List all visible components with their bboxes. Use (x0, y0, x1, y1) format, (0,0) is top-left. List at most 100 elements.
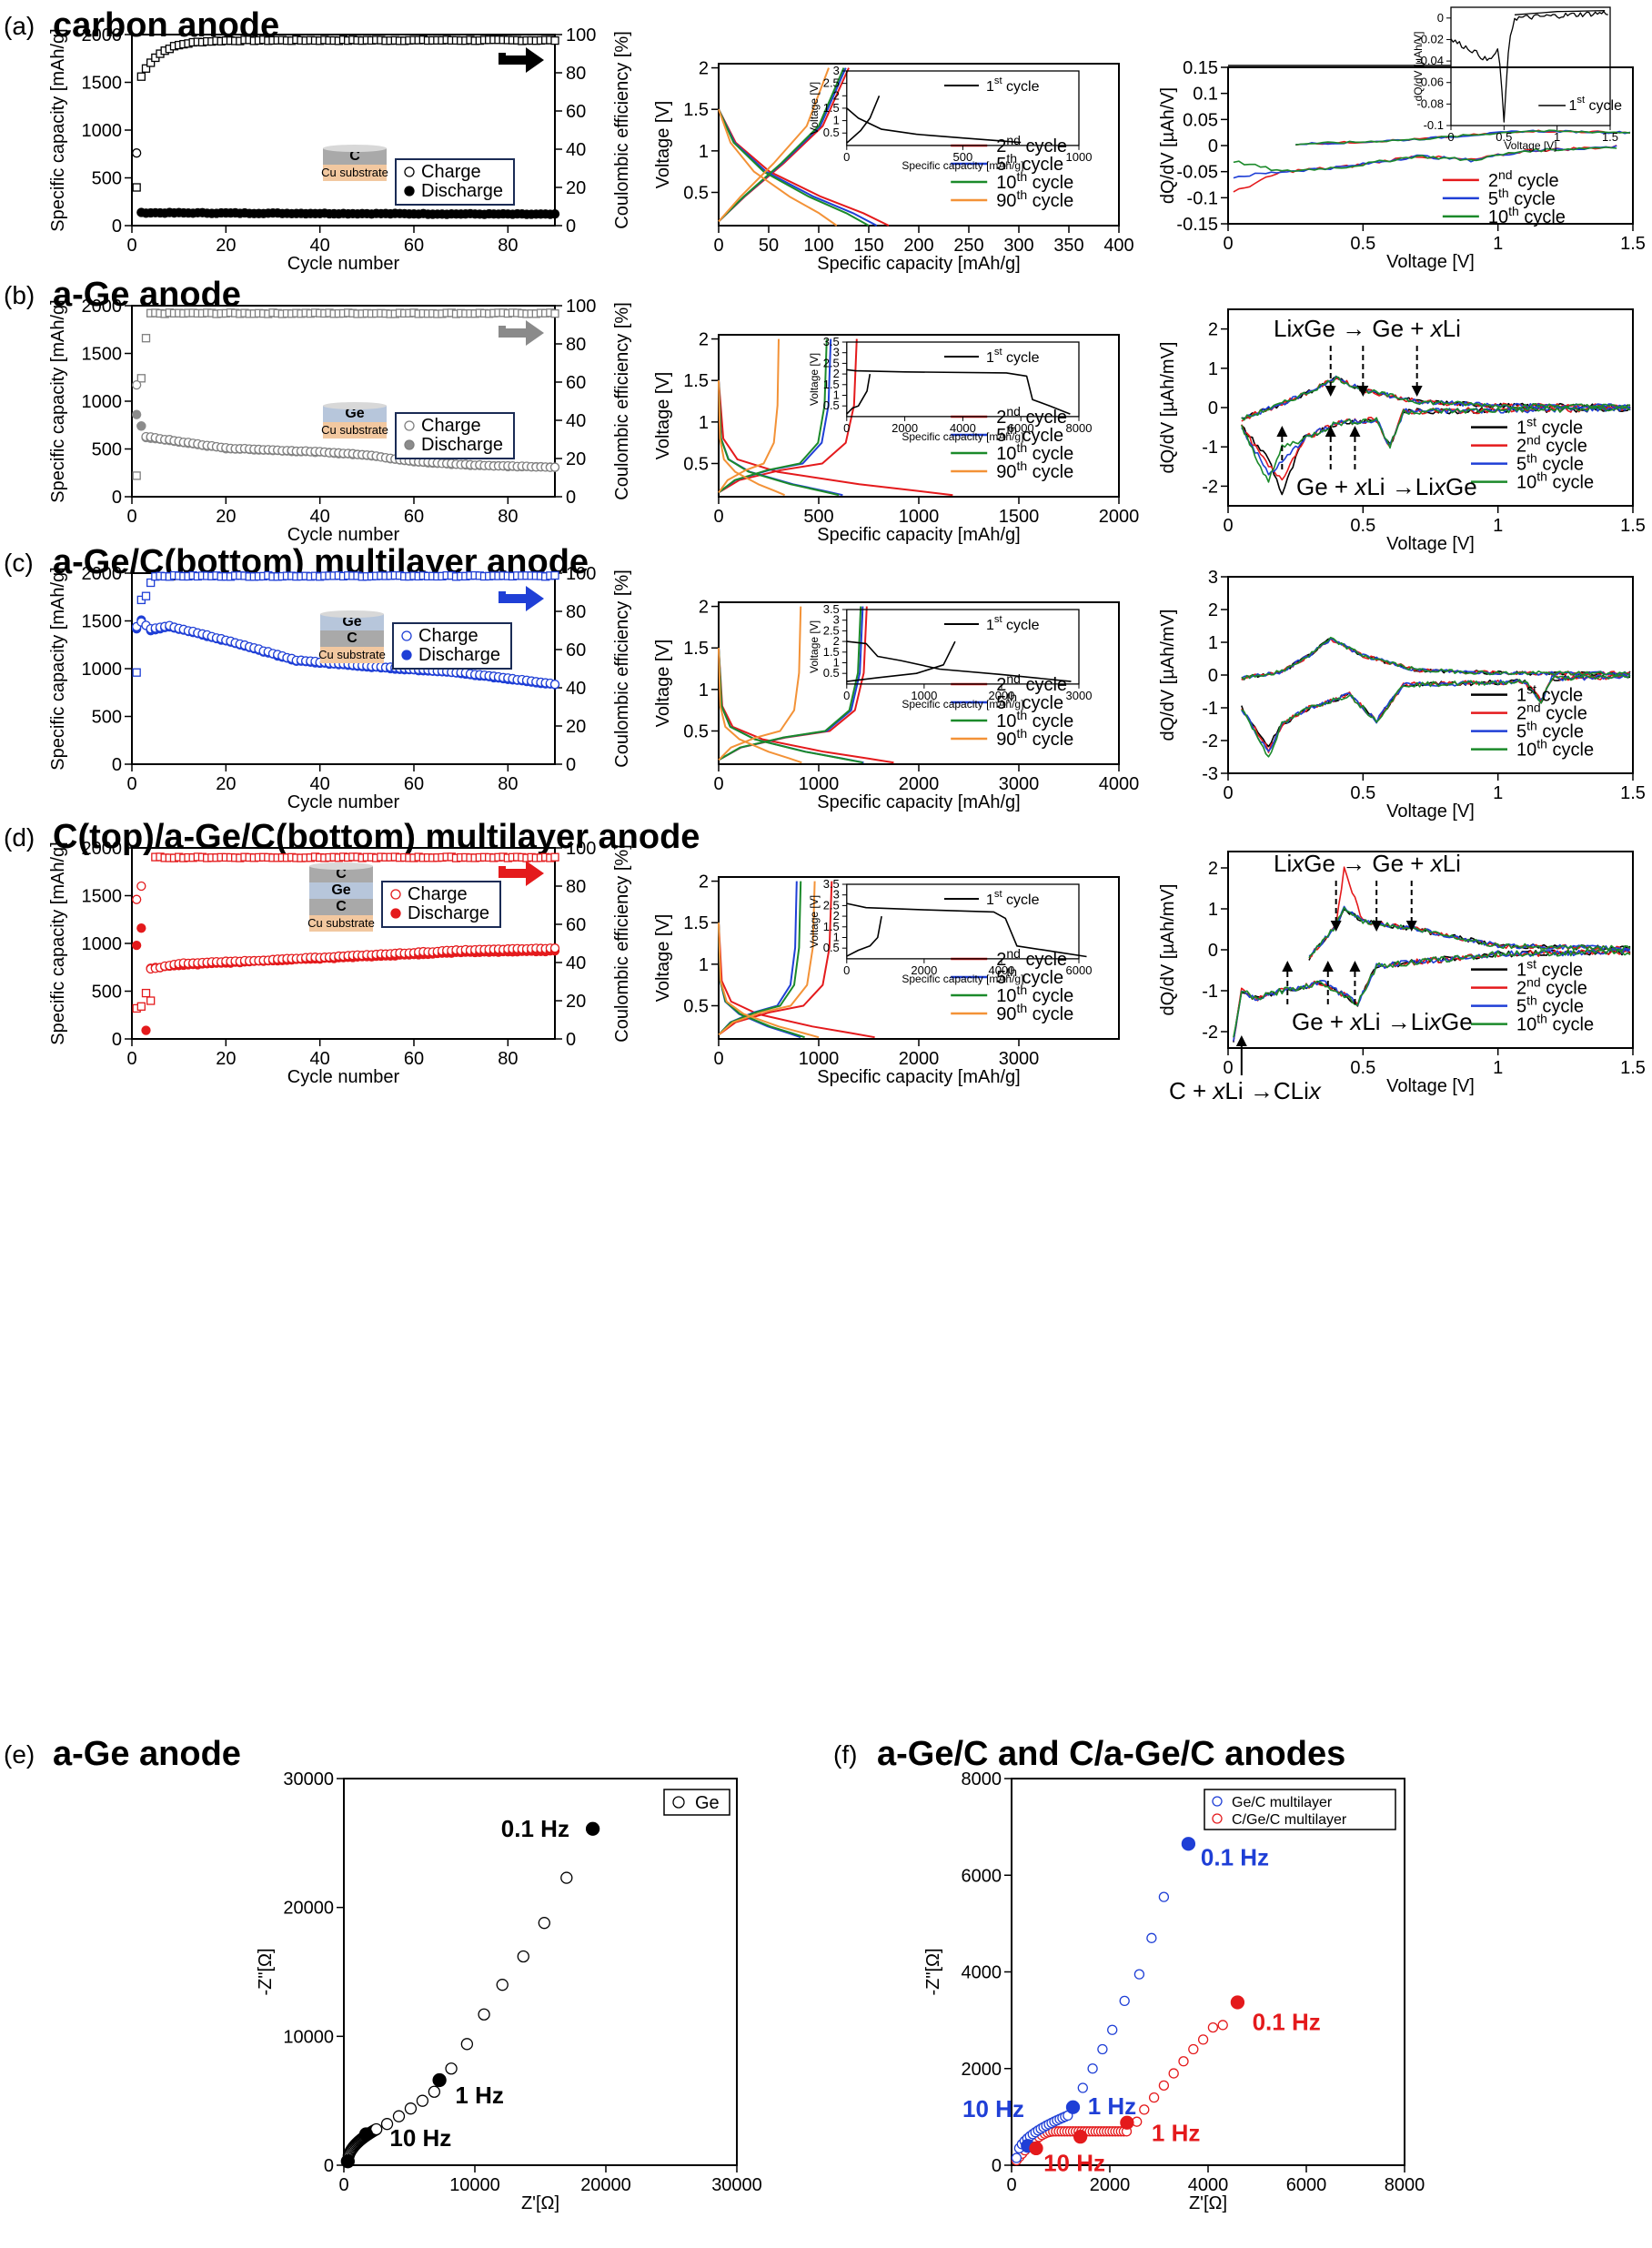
right-arrow-icon (499, 320, 544, 346)
x-tick-label: 1.5 (1602, 130, 1618, 144)
discharge-marker (136, 923, 146, 933)
frequency-marker (432, 2072, 447, 2088)
y2-tick-label: 40 (566, 140, 586, 160)
charge-marker (549, 680, 560, 690)
x-tick-label: 0.5 (1350, 783, 1375, 803)
down-arrow-icon (1411, 386, 1423, 397)
inset-chart-d2: 0 2000 4000 6000 0.511.522.533.5 Specific cap… (808, 877, 1093, 985)
ce-marker (550, 309, 559, 318)
nyquist-point (478, 2008, 490, 2021)
legend-label: 5th cycle (1516, 451, 1584, 475)
layer-top (323, 145, 387, 152)
y2-tick-label: 0 (566, 488, 576, 508)
nyquist-point (517, 1950, 529, 1963)
axes-frame (343, 1778, 738, 2166)
y-tick-label: 2 (1208, 859, 1218, 879)
y-tick-label: 6000 (962, 1866, 1002, 1886)
y-tick-label: 3 (833, 346, 840, 359)
x-tick-label: 0.5 (1350, 1058, 1375, 1078)
y-tick-label: 2 (1208, 320, 1218, 340)
y-tick-label: 0 (112, 755, 122, 775)
ce-marker (141, 64, 151, 73)
inset-charge-curve (846, 915, 882, 957)
y-tick-label: 0.5 (683, 996, 709, 1016)
y-tick-label: 2.5 (823, 623, 840, 637)
legend-label: 5th cycle (1516, 719, 1584, 742)
y-tick-label: 1 (833, 114, 840, 127)
legend-box (381, 881, 501, 928)
legend-label: 90th cycle (996, 1001, 1073, 1024)
x-tick-label: 2000 (899, 1049, 940, 1069)
right-arrow-icon (499, 586, 544, 611)
y-tick-label: -2 (1202, 1023, 1218, 1043)
y-axis-label: dQ/dV [µAh/mV] (1158, 884, 1178, 1016)
y-tick-label: 2 (833, 88, 840, 102)
ce-marker (146, 58, 156, 67)
y-tick-label: 500 (92, 169, 122, 189)
y-tick-label: 1500 (82, 612, 123, 632)
ce-marker (141, 988, 151, 998)
discharge-curve-2nd-cycle (718, 648, 894, 764)
x-tick-label: 8000 (1385, 2175, 1425, 2195)
y-tick-label: 1.5 (823, 378, 840, 391)
nyquist-point-gec (1133, 1969, 1145, 1980)
x-axis-label: Specific capacity [mAh/g] (902, 973, 1023, 985)
x-tick-label: 0 (1006, 2175, 1016, 2195)
x-tick-label: 1000 (799, 774, 840, 794)
y-tick-label: -2 (1202, 477, 1218, 497)
charge-marker (136, 881, 146, 892)
y-tick-label: 2 (833, 367, 840, 380)
ce-marker (146, 578, 156, 588)
layer-label: Cu substrate (318, 648, 386, 661)
charge-curve-2nd-cycle (718, 338, 858, 494)
legend-label: 10th cycle (1516, 737, 1594, 761)
y-tick-label: -1 (1202, 699, 1218, 719)
y-tick-label: 0.15 (1183, 58, 1218, 78)
x-tick-label: 0 (713, 774, 723, 794)
inset-legend-label: 1st cycle (1569, 95, 1623, 114)
legend-label: 2nd cycle (1516, 975, 1587, 999)
y-axis-label: -Z"[Ω] (923, 1948, 943, 1995)
legend-label: 90th cycle (996, 459, 1073, 482)
nyquist-point-gec (1087, 2063, 1098, 2074)
x-tick-label: 1.5 (1620, 1058, 1646, 1078)
y-tick-label: 0 (324, 2156, 334, 2176)
panel-label: (a) (4, 12, 35, 40)
up-arrow-icon (1349, 426, 1361, 437)
x-tick-label: 60 (404, 1049, 424, 1069)
inset-dqdv-curve (1450, 10, 1608, 123)
legend-label-gec: Ge/C multilayer (1232, 1795, 1333, 1810)
x-tick-label: 80 (498, 1049, 518, 1069)
axes-frame (846, 609, 1080, 685)
x-tick-label: 300 (1003, 236, 1033, 256)
x-tick-label: 20 (216, 774, 236, 794)
y-tick-label: 0.5 (683, 454, 709, 474)
y-tick-label: 2.5 (823, 76, 840, 90)
y-axis-label: Voltage [V] (808, 82, 821, 135)
x-tick-label: 40 (310, 1049, 330, 1069)
charge-legend-marker (404, 420, 415, 431)
legend-label: 10th cycle (996, 708, 1073, 731)
nyquist-point-gec (1146, 1932, 1157, 1943)
frequency-marker (358, 2127, 374, 2142)
layer-label: Ge (342, 614, 361, 630)
y-tick-label: 0 (1208, 941, 1218, 961)
clix-annotation: C + xLi →CLix (1169, 1077, 1322, 1104)
x-tick-label: 1000 (899, 507, 940, 527)
legend-label: 2nd cycle (1488, 167, 1559, 191)
x-tick-label: 1000 (911, 689, 937, 702)
axes-frame (846, 70, 1080, 146)
x-tick-label: 3000 (999, 774, 1040, 794)
inset-dqdv-chart: 0 0.5 1 1.5 -0.1 -0.08 -0.06 -0.04 -0.02 0 Voltage… (1228, 6, 1623, 152)
x-axis-label: Specific capacity [mAh/g] (817, 792, 1020, 812)
up-arrow-icon (1349, 961, 1361, 972)
nyquist-point (445, 2062, 458, 2075)
frequency-marker (1029, 2141, 1043, 2156)
freq-label-10hz: 10 Hz (389, 2124, 451, 2152)
y-tick-label: 4000 (962, 1963, 1002, 1983)
discharge-legend-label: Discharge (408, 903, 489, 923)
y-tick-label: -1 (1202, 982, 1218, 1002)
legend-label: 5th cycle (1516, 993, 1584, 1017)
legend-label: 5th cycle (996, 151, 1063, 175)
x-tick-label: 350 (1053, 236, 1083, 256)
